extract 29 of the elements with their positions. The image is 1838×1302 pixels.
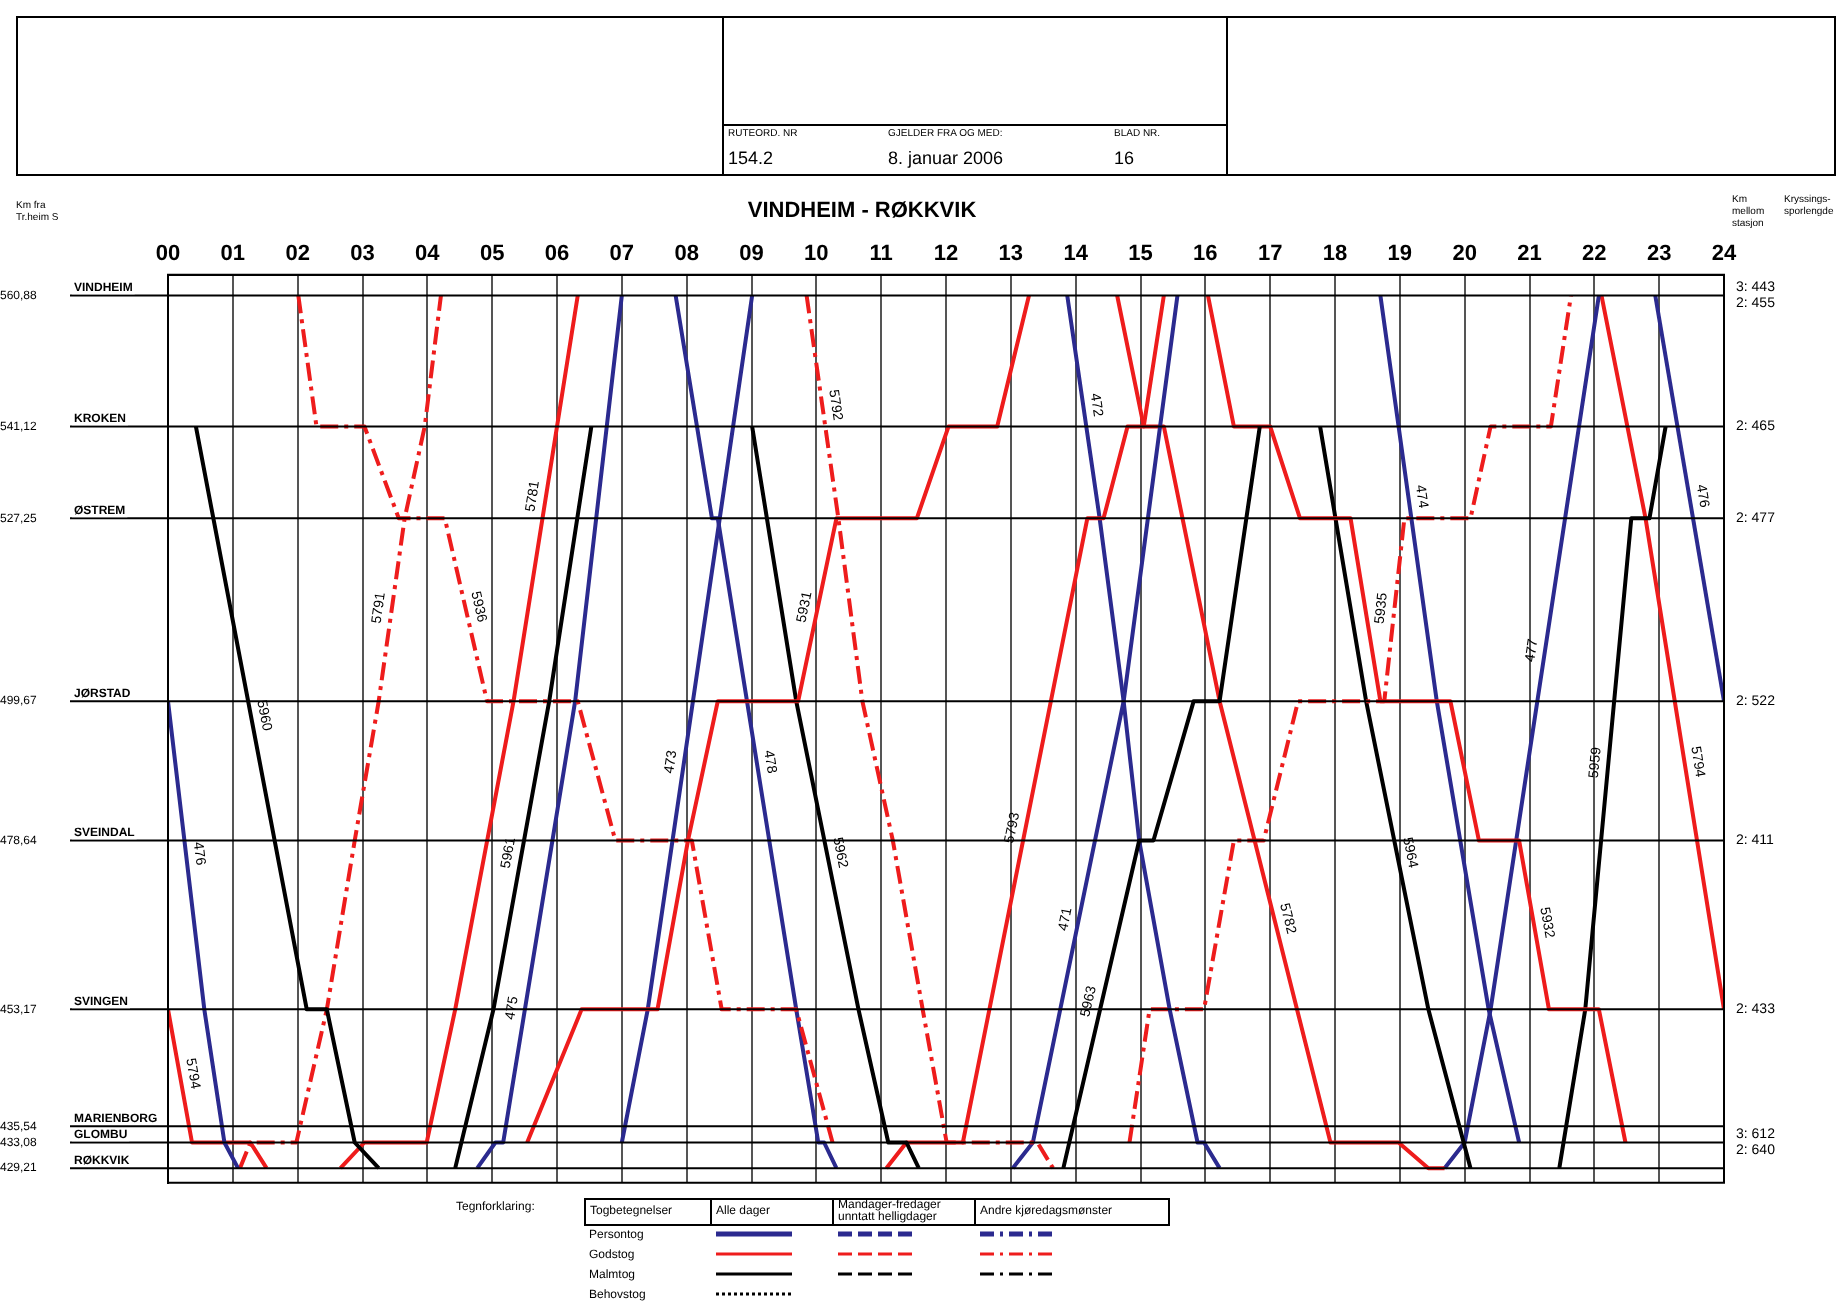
x-tick-label: 22	[1582, 241, 1607, 266]
x-tick-label: 24	[1711, 241, 1738, 266]
text: 16	[1114, 148, 1135, 168]
x-tick-label: 02	[285, 241, 310, 266]
x-tick-label: 05	[479, 241, 505, 266]
x-tick-label: 10	[804, 241, 829, 266]
x-tick-label: 18	[1322, 241, 1348, 266]
text: 154.2	[728, 148, 774, 168]
x-tick-label: 21	[1517, 241, 1542, 266]
x-tick-label: 03	[350, 241, 375, 266]
x-tick-label: 06	[544, 241, 570, 266]
x-tick-label: 01	[220, 241, 246, 266]
x-tick-label: 14	[1063, 241, 1090, 266]
x-tick-label: 20	[1452, 241, 1477, 266]
x-tick-label: 08	[674, 241, 699, 266]
x-tick-label: 16	[1193, 241, 1218, 266]
x-tick-label: 23	[1646, 241, 1672, 266]
text: 8. januar 2006	[888, 148, 1004, 168]
x-tick-label: 15	[1128, 241, 1153, 266]
chart-title: VINDHEIM - RØKKVIK	[747, 199, 977, 224]
x-tick-label: 04	[415, 241, 442, 266]
x-tick-label: 00	[155, 241, 181, 266]
x-tick-label: 12	[933, 241, 959, 266]
x-tick-label: 09	[739, 241, 764, 266]
x-tick-label: 17	[1257, 241, 1283, 266]
x-tick-label: 11	[869, 241, 893, 266]
x-tick-label: 13	[998, 241, 1024, 266]
x-tick-label: 19	[1387, 241, 1413, 266]
x-tick-label: 07	[609, 241, 635, 266]
